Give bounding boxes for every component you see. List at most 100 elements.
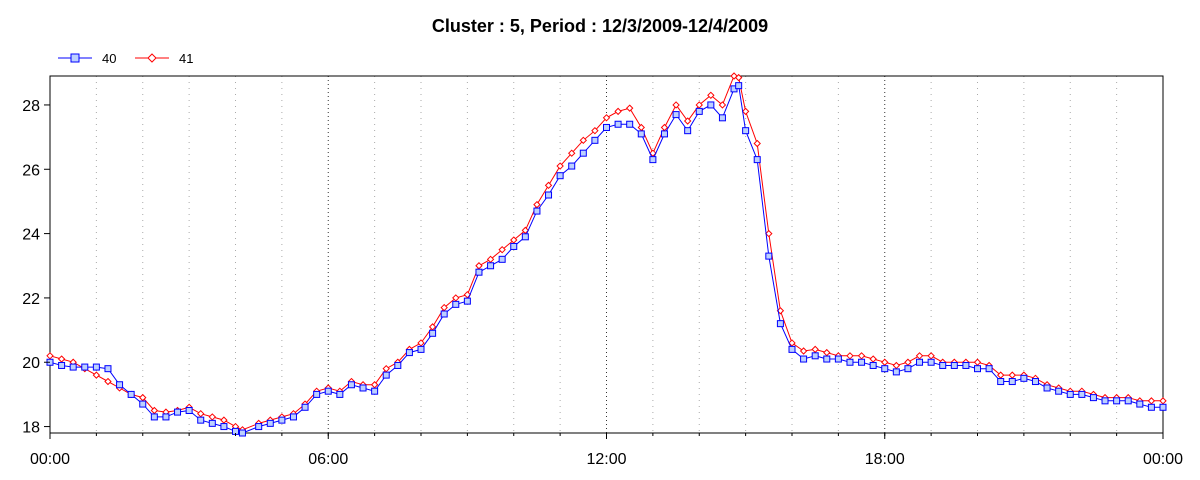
data-point-40 [255,423,263,431]
legend-item-40[interactable]: 40 [58,51,116,66]
data-point-40 [359,384,367,392]
data-point-40 [823,355,831,363]
data-point-40 [150,413,158,421]
legend-marker-41 [147,53,157,63]
data-point-40 [800,355,808,363]
y-tick-label: 20 [22,355,40,372]
data-point-41 [857,352,866,360]
data-point-40 [545,191,553,199]
data-point-40 [289,413,297,421]
data-point-40 [1043,384,1051,392]
legend-item-41[interactable]: 41 [135,51,193,66]
x-tick-label: 18:00 [865,451,905,468]
legend-label-40: 40 [102,51,116,66]
data-point-40 [1136,400,1144,408]
data-point-40 [104,365,112,373]
data-point-41 [220,416,228,424]
data-point-40 [997,378,1005,386]
y-tick-label: 24 [22,227,40,244]
data-point-40 [916,358,924,366]
data-point-40 [556,172,564,180]
data-point-40 [672,111,680,119]
data-point-40 [1113,397,1121,405]
data-point-41 [1159,397,1167,405]
data-point-40 [1008,378,1016,386]
data-point-40 [1020,374,1028,382]
data-point-40 [1124,397,1132,405]
data-point-41 [544,181,553,190]
data-point-41 [799,347,808,355]
data-point-41 [672,101,680,109]
data-point-40 [405,349,413,357]
data-point-40 [463,297,471,305]
data-point-40 [452,300,460,308]
data-point-41 [591,126,599,135]
data-point-40 [1159,403,1167,411]
data-point-41 [614,107,622,116]
data-point-41 [741,107,750,116]
data-point-40 [1147,403,1155,411]
data-point-40 [69,363,77,371]
y-tick-label: 28 [22,98,40,115]
y-tick-label: 18 [22,420,40,437]
data-point-41 [498,245,506,254]
data-point-40 [811,352,819,360]
data-point-41 [533,200,541,209]
data-point-41 [1147,397,1156,405]
y-tick-label: 26 [22,162,40,179]
data-point-41 [753,139,761,148]
data-point-40 [185,406,193,414]
data-point-41 [92,371,101,379]
data-point-40 [765,252,773,260]
data-point-41 [1008,371,1016,379]
data-point-40 [1078,390,1086,398]
data-point-40 [788,345,796,353]
data-point-41 [904,358,912,366]
data-point-41 [718,101,727,109]
data-point-40 [742,127,750,135]
data-point-40 [487,262,495,270]
x-tick-label: 00:00 [30,451,70,468]
data-point-40 [603,123,610,131]
data-point-40 [417,345,425,353]
data-point-40 [174,408,182,416]
data-point-40 [846,358,854,366]
data-point-40 [371,387,379,395]
data-point-41 [208,413,217,421]
data-point-40 [834,355,842,363]
data-point-40 [347,381,355,389]
data-point-40 [278,416,286,424]
x-tick-label: 06:00 [308,451,348,468]
data-point-41 [811,345,819,354]
data-point-40 [266,419,274,427]
data-point-41 [104,377,112,386]
data-point-40 [238,429,246,437]
data-point-40 [220,423,228,431]
data-point-40 [637,130,645,138]
data-point-41 [881,358,889,366]
data-point-40 [695,107,703,115]
data-point-41 [915,352,924,360]
data-point-41 [927,352,935,360]
x-tick-label: 12:00 [586,451,626,468]
data-point-40 [858,358,866,366]
series-40 [46,82,1167,437]
axis-ticks: 18 20 22 24 26 28 00:00 06:00 12:00 18:00 00:00 [22,98,1183,468]
data-point-40 [301,403,309,411]
data-point-41 [869,355,877,363]
data-point-40 [614,120,622,128]
data-point-41 [734,73,743,82]
data-point-40 [127,390,135,398]
series-layer [46,72,1167,437]
data-point-41 [683,117,692,125]
x-tick-label: 00:00 [1143,451,1183,468]
data-point-41 [46,352,54,360]
data-point-40 [579,149,587,157]
data-point-40 [869,361,877,369]
data-point-40 [324,387,332,395]
data-point-41 [475,262,483,270]
data-point-40 [81,363,89,371]
data-point-40 [1089,394,1097,402]
data-point-40 [776,320,784,328]
data-point-40 [116,381,124,389]
